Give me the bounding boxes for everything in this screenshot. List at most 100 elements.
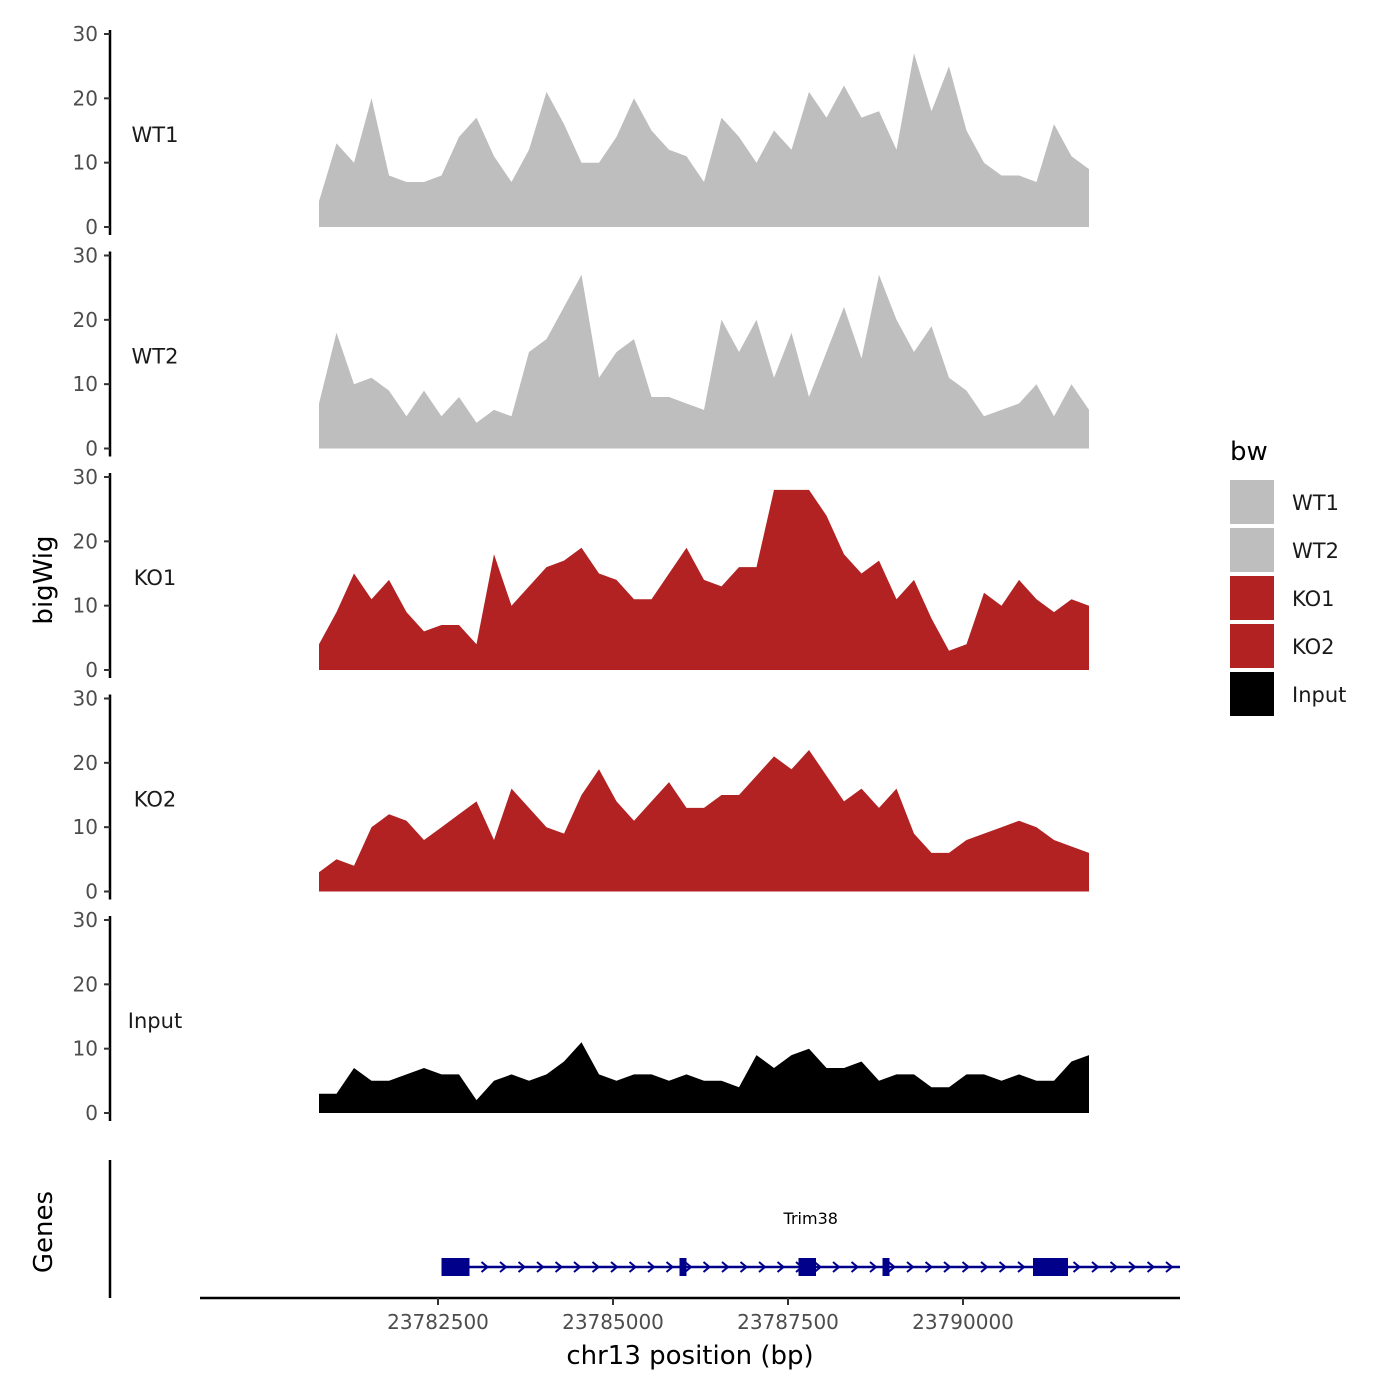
strand-arrow	[665, 1261, 675, 1273]
exon	[798, 1258, 816, 1276]
y-tick-label-input: 0	[85, 1101, 98, 1125]
track-wt1: 0 10 20 30 WT1	[73, 22, 1089, 239]
strand-arrow	[1072, 1261, 1082, 1273]
y-tick-label-ko1: 0	[85, 658, 98, 682]
strand-arrow	[1128, 1261, 1137, 1273]
legend-key-ko2	[1230, 624, 1274, 668]
legend-entry-wt2: WT2	[1230, 528, 1339, 572]
strand-arrow	[998, 1261, 1008, 1273]
y-tick-label-ko1: 30	[73, 465, 98, 489]
exon	[679, 1258, 687, 1276]
strand-arrow	[813, 1261, 823, 1273]
legend-label-input: Input	[1292, 683, 1346, 707]
strand-arrow	[499, 1261, 508, 1273]
exon	[882, 1258, 890, 1276]
strand-arrow	[887, 1261, 897, 1273]
gene-track: Trim38	[108, 1160, 1180, 1298]
signal-tracks: 0 10 20 30 WT1 0 10 20 30 WT2 0 10 20 30 KO1 0 10 20 30 KO2…	[73, 22, 1089, 1125]
x-tick-label: 23782500	[387, 1310, 489, 1334]
strand-arrow	[832, 1261, 841, 1273]
strand-arrow	[776, 1261, 786, 1273]
legend-label-wt1: WT1	[1292, 491, 1339, 515]
y-tick-label-ko1: 20	[73, 529, 98, 553]
y-tick-label-input: 30	[73, 908, 98, 932]
strand-arrow	[1146, 1261, 1156, 1273]
strand-arrow	[906, 1261, 915, 1273]
y-tick-label-wt2: 0	[85, 437, 98, 461]
legend-key-ko1	[1230, 576, 1274, 620]
area-wt1	[319, 53, 1089, 227]
y-tick-label-wt2: 20	[73, 308, 98, 332]
legend-entry-ko2: KO2	[1230, 624, 1335, 668]
strand-arrow	[721, 1261, 730, 1273]
legend-title: bw	[1230, 437, 1268, 467]
legend-key-wt2	[1230, 528, 1274, 572]
area-wt2	[319, 274, 1089, 449]
legend: bw WT1 WT2 KO1 KO2 Input	[1230, 437, 1346, 716]
strand-arrow	[739, 1261, 749, 1273]
legend-entry-wt1: WT1	[1230, 480, 1339, 524]
strand-arrow	[684, 1261, 693, 1273]
area-ko2	[319, 750, 1089, 892]
strand-arrow	[943, 1261, 952, 1273]
y-tick-label-ko2: 20	[73, 751, 98, 775]
strand-arrow	[480, 1261, 490, 1273]
strand-arrow	[573, 1261, 582, 1273]
legend-label-wt2: WT2	[1292, 539, 1339, 563]
y-tick-label-input: 20	[73, 972, 98, 996]
y-tick-label-ko2: 10	[73, 815, 98, 839]
y-tick-label-wt2: 30	[73, 244, 98, 268]
strand-arrow	[1165, 1261, 1174, 1273]
track-label-wt1: WT1	[132, 123, 179, 147]
y-tick-label-wt1: 10	[73, 151, 98, 175]
y-tick-label-wt1: 30	[73, 22, 98, 46]
track-label-ko1: KO1	[134, 566, 177, 590]
y-tick-label-input: 10	[73, 1037, 98, 1061]
genes-axis-title: Genes	[29, 1191, 59, 1273]
legend-label-ko2: KO2	[1292, 635, 1335, 659]
strand-arrow	[1017, 1261, 1026, 1273]
strand-arrow	[517, 1261, 527, 1273]
strand-arrow	[869, 1261, 878, 1273]
strand-arrow	[610, 1261, 619, 1273]
area-ko1	[319, 489, 1089, 670]
track-label-wt2: WT2	[132, 345, 179, 369]
y-axis-title: bigWig	[29, 535, 59, 624]
legend-entry-input: Input	[1230, 672, 1346, 716]
strand-arrow	[628, 1261, 638, 1273]
legend-label-ko1: KO1	[1292, 587, 1335, 611]
strand-arrow	[647, 1261, 656, 1273]
track-label-input: Input	[128, 1009, 182, 1033]
strand-arrow	[980, 1261, 989, 1273]
x-tick-label: 23785000	[562, 1310, 664, 1334]
y-tick-label-ko1: 10	[73, 594, 98, 618]
area-input	[319, 1042, 1089, 1113]
track-ko2: 0 10 20 30 KO2	[73, 687, 1089, 904]
exon	[441, 1258, 470, 1276]
strand-arrow	[758, 1261, 767, 1273]
strand-arrow	[1091, 1261, 1100, 1273]
y-tick-label-ko2: 30	[73, 687, 98, 711]
x-tick-label: 23787500	[737, 1310, 839, 1334]
x-axis: 23782500 23785000 23787500 23790000	[200, 1296, 1180, 1334]
y-tick-label-wt1: 20	[73, 86, 98, 110]
track-ko1: 0 10 20 30 KO1	[73, 465, 1089, 682]
gene-label: Trim38	[783, 1209, 838, 1228]
track-input: 0 10 20 30 Input	[73, 908, 1089, 1125]
legend-key-input	[1230, 672, 1274, 716]
strand-arrow	[536, 1261, 545, 1273]
x-tick-label: 23790000	[912, 1310, 1014, 1334]
y-tick-label-wt1: 0	[85, 215, 98, 239]
y-tick-label-ko2: 0	[85, 880, 98, 904]
strand-arrow	[961, 1261, 971, 1273]
strand-arrow	[850, 1261, 860, 1273]
x-axis-title: chr13 position (bp)	[566, 1341, 813, 1371]
strand-arrow	[924, 1261, 934, 1273]
y-tick-label-wt2: 10	[73, 372, 98, 396]
strand-arrow	[702, 1261, 712, 1273]
legend-key-wt1	[1230, 480, 1274, 524]
strand-arrow	[1109, 1261, 1119, 1273]
strand-arrow	[591, 1261, 601, 1273]
legend-entry-ko1: KO1	[1230, 576, 1335, 620]
